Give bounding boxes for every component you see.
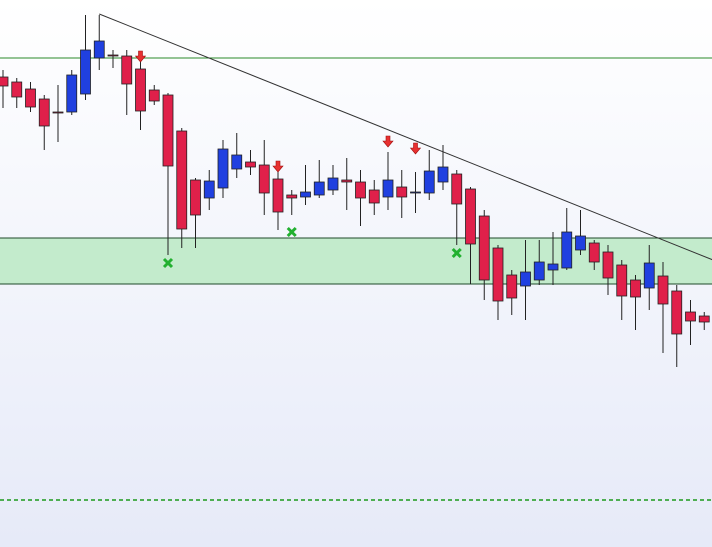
candle-body <box>135 68 146 112</box>
candle-body <box>272 178 284 213</box>
trendline <box>99 13 712 261</box>
candle-body <box>286 194 298 199</box>
candle-body <box>561 231 573 269</box>
sell-arrow <box>272 160 284 173</box>
buy-cross <box>451 247 462 259</box>
candle-body <box>231 154 243 170</box>
candle-body <box>465 188 476 245</box>
candle-body <box>575 235 586 251</box>
candle-body <box>478 215 490 281</box>
candle-body <box>437 166 449 183</box>
candle-body <box>93 40 105 59</box>
candle-body <box>423 170 435 194</box>
candle-body <box>11 81 23 98</box>
candle-body <box>698 315 710 323</box>
candle-body <box>492 247 504 302</box>
candle-body <box>190 179 201 216</box>
candle-body <box>327 177 339 191</box>
buy-cross <box>286 226 297 238</box>
candle-body <box>162 94 174 167</box>
candle-body <box>382 179 394 198</box>
candle-body <box>410 191 421 194</box>
candle-body <box>547 263 559 271</box>
candle-body <box>396 186 408 198</box>
candle-body <box>685 311 696 322</box>
candle-body <box>451 173 463 205</box>
sell-arrow <box>409 142 422 155</box>
candle-body <box>506 274 518 299</box>
candle-body <box>355 181 366 199</box>
candle-body <box>602 251 614 279</box>
candle-body <box>66 74 78 113</box>
candle-body <box>588 242 600 263</box>
candle-body <box>38 98 50 127</box>
candle-body <box>121 55 133 85</box>
candle-body <box>245 161 256 168</box>
candle-body <box>533 261 545 281</box>
candle-body <box>341 179 353 183</box>
candle-body <box>0 76 9 87</box>
candle-body <box>203 180 215 199</box>
sell-arrow <box>382 135 394 148</box>
candle-body <box>52 111 64 114</box>
candle-body <box>25 88 36 108</box>
candle-body <box>176 130 188 230</box>
candle-body <box>630 279 641 298</box>
candle-body <box>520 271 531 287</box>
candle-body <box>657 275 669 305</box>
buy-cross <box>162 257 174 269</box>
candle-body <box>258 164 270 194</box>
candle-body <box>313 181 325 196</box>
candle-body <box>643 262 655 289</box>
candle-body <box>368 189 380 204</box>
candle-body <box>671 290 683 335</box>
candle-body <box>300 191 311 198</box>
candle-body <box>616 264 628 297</box>
candle-body <box>148 89 160 102</box>
sell-arrow <box>134 50 147 63</box>
candle-body <box>217 148 229 189</box>
candle-body <box>80 49 91 95</box>
candle-body <box>107 54 119 57</box>
